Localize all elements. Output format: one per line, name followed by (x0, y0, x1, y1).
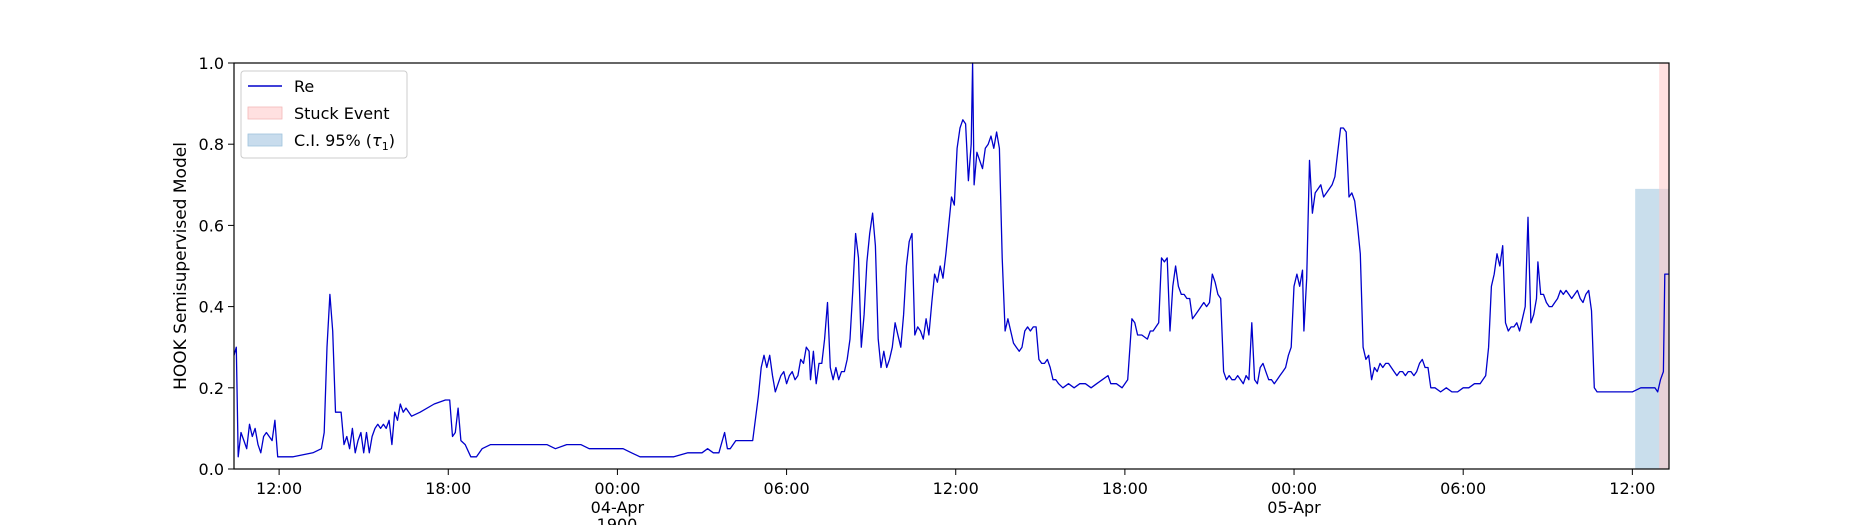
legend-label-stuck: Stuck Event (294, 104, 390, 123)
series-line-re (233, 62, 1669, 458)
legend-box (240, 70, 408, 159)
x-tick-label: 12:00 (1609, 479, 1655, 498)
legend-label-re: Re (294, 77, 314, 96)
y-tick-label: 1.0 (199, 54, 224, 73)
plot-frame (233, 62, 1670, 470)
y-tick-label: 0.0 (199, 460, 224, 479)
x-tick-label: 12:00 (256, 479, 302, 498)
x-tick-date-label: 05-Apr (1267, 498, 1321, 517)
x-tick-label: 00:00 (1271, 479, 1317, 498)
x-tick-label: 06:00 (764, 479, 810, 498)
y-axis: 0.0 0.2 0.4 0.6 0.8 1.0 (199, 54, 234, 479)
x-tick-label: 18:00 (1102, 479, 1148, 498)
series-layer (233, 62, 1669, 458)
y-tick-label: 0.6 (199, 216, 224, 235)
y-tick-label: 0.4 (199, 298, 224, 317)
x-tick-label: 18:00 (425, 479, 471, 498)
legend: Re Stuck Event C.I. 95% (τ1) (240, 70, 408, 159)
legend-swatch-stuck (247, 106, 283, 120)
x-tick-label: 06:00 (1440, 479, 1486, 498)
y-axis-label: HOOK Semisupervised Model (171, 142, 191, 390)
y-tick-label: 0.2 (199, 379, 224, 398)
legend-label-ci: C.I. 95% (τ1) (294, 131, 395, 153)
legend-swatch-ci (247, 133, 283, 147)
x-tick-date-label: 04-Apr (591, 498, 645, 517)
y-tick-label: 0.8 (199, 135, 224, 154)
stuck-event-band (1659, 63, 1669, 469)
shaded-regions (1635, 63, 1669, 470)
x-axis-year-label: 1900 (597, 515, 638, 525)
x-tick-label: 12:00 (933, 479, 979, 498)
x-tick-label: 00:00 (594, 479, 640, 498)
